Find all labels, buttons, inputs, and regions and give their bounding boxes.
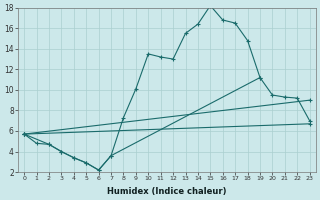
X-axis label: Humidex (Indice chaleur): Humidex (Indice chaleur) — [107, 187, 227, 196]
